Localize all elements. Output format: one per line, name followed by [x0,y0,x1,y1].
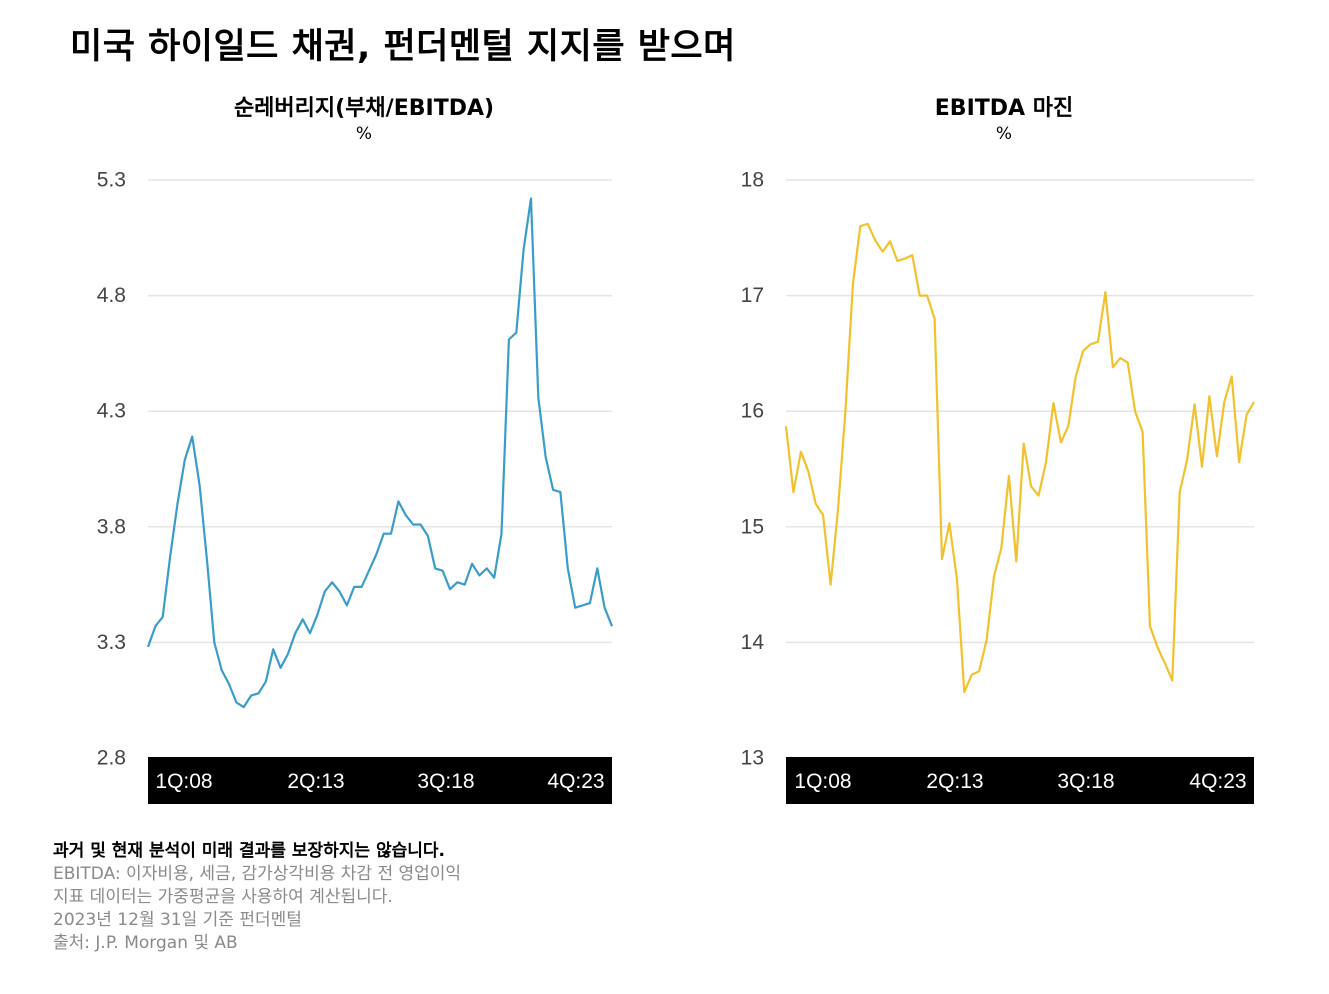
y-tick-label: 13 [741,747,764,770]
disclaimer-note: 과거 및 현재 분석이 미래 결과를 보장하지는 않습니다. [53,841,445,861]
footnote-line: 지표 데이터는 가중평균을 사용하여 계산됩니다. [53,887,393,907]
y-tick-label: 4.8 [97,284,126,307]
series-line [146,197,614,709]
chart-unit-ebitda-margin: % [995,124,1013,144]
footnote-line: EBITDA: 이자비용, 세금, 감가상각비용 차감 전 영업이익 [53,864,462,884]
y-tick-label: 5.3 [97,169,126,192]
x-tick-label: 2Q:13 [287,770,344,793]
x-axis-band [786,757,1254,804]
footnotes: 과거 및 현재 분석이 미래 결과를 보장하지는 않습니다. EBITDA: 이… [53,840,461,955]
x-tick-label: 4Q:23 [547,770,604,793]
chart-ebitda-margin: 18 17 16 15 14 13 1Q:08 2Q:13 3Q:18 4Q:23 [741,169,1255,804]
footnote-line: 출처: J.P. Morgan 및 AB [53,933,238,953]
y-tick-label: 3.8 [97,515,126,538]
chart-title-net-leverage: 순레버리지(부채/EBITDA) [233,96,495,121]
x-tick-label: 4Q:23 [1189,770,1246,793]
y-tick-label: 16 [741,400,764,423]
y-tick-label: 17 [741,284,764,307]
footnote-line: 2023년 12월 31일 기준 펀더멘털 [53,910,302,930]
y-tick-label: 18 [741,169,764,192]
x-axis-band [148,757,612,804]
y-tick-label: 4.3 [97,400,126,423]
x-tick-label: 3Q:18 [417,770,474,793]
x-tick-label: 3Q:18 [1057,770,1114,793]
series-line [784,222,1255,694]
y-tick-label: 3.3 [97,631,126,654]
y-tick-label: 2.8 [97,747,126,770]
chart-net-leverage: 5.3 4.8 4.3 3.8 3.3 2.8 1Q:08 2Q:13 3Q:18 4Q:23 [97,169,614,804]
x-tick-label: 2Q:13 [926,770,983,793]
chart-title-ebitda-margin: EBITDA 마진 [934,96,1074,121]
x-tick-label: 1Q:08 [155,770,212,793]
y-tick-label: 15 [741,515,764,538]
x-tick-label: 1Q:08 [794,770,851,793]
page-title: 미국 하이일드 채권, 펀더멘털 지지를 받으며 [70,27,736,67]
y-tick-label: 14 [741,631,765,654]
chart-unit-net-leverage: % [355,124,373,144]
